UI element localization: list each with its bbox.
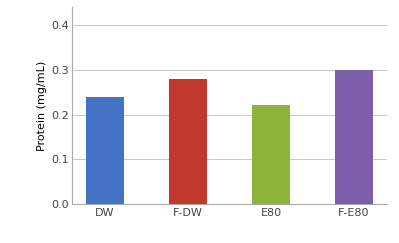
Bar — [86, 97, 124, 204]
Bar — [169, 79, 207, 204]
Bar — [335, 70, 373, 204]
Bar — [252, 105, 290, 204]
Y-axis label: Protein (mg/mL): Protein (mg/mL) — [37, 61, 47, 151]
